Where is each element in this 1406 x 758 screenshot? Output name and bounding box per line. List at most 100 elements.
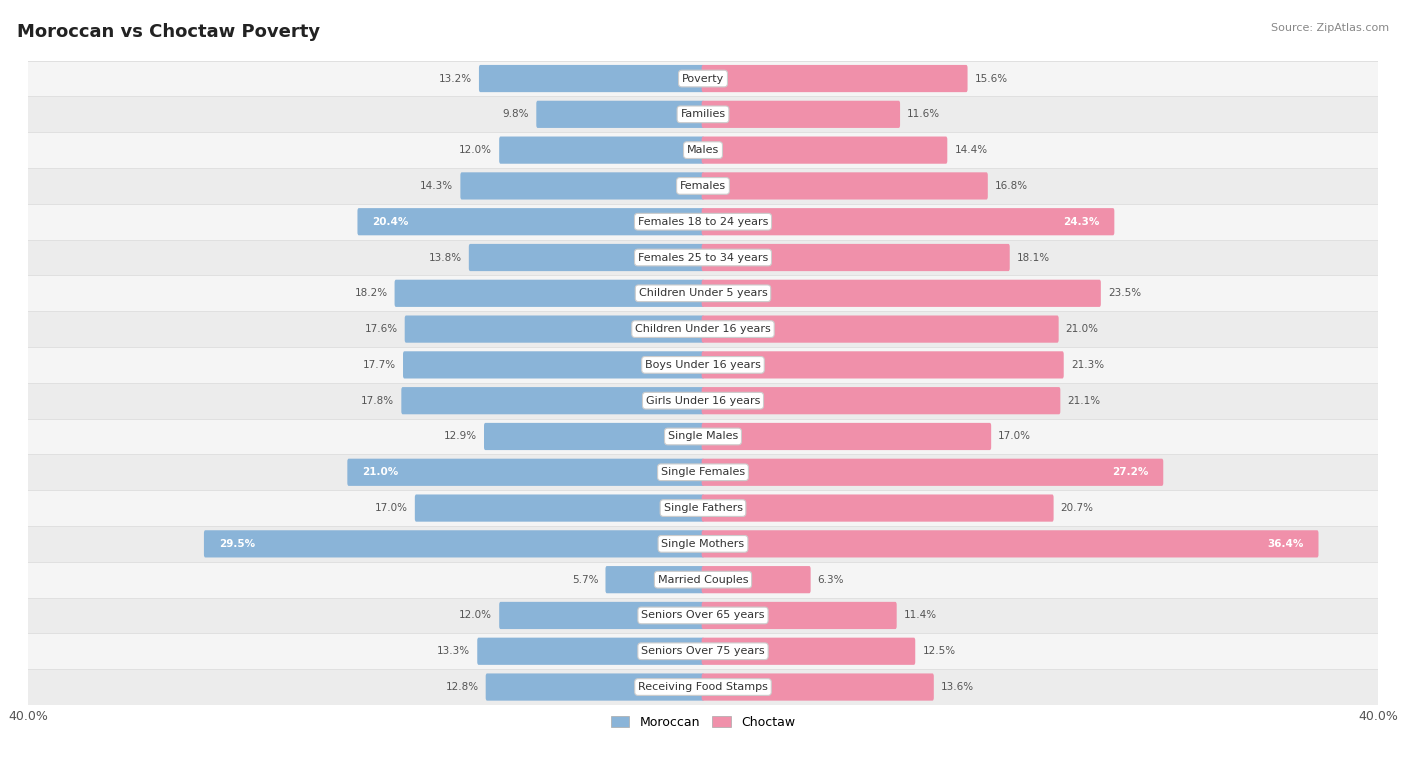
Text: 18.1%: 18.1%	[1017, 252, 1050, 262]
FancyBboxPatch shape	[204, 531, 704, 557]
FancyBboxPatch shape	[702, 673, 934, 700]
Bar	[0, 669, 1406, 705]
Bar	[0, 61, 1406, 96]
Text: 6.3%: 6.3%	[818, 575, 844, 584]
Text: Single Females: Single Females	[661, 467, 745, 478]
Text: 12.5%: 12.5%	[922, 647, 956, 656]
Text: 29.5%: 29.5%	[219, 539, 254, 549]
FancyBboxPatch shape	[484, 423, 704, 450]
Bar	[0, 132, 1406, 168]
Text: Single Fathers: Single Fathers	[664, 503, 742, 513]
Text: Seniors Over 75 years: Seniors Over 75 years	[641, 647, 765, 656]
FancyBboxPatch shape	[702, 602, 897, 629]
Bar	[0, 526, 1406, 562]
Bar	[0, 562, 1406, 597]
Text: 14.3%: 14.3%	[420, 181, 453, 191]
FancyBboxPatch shape	[702, 531, 1319, 557]
Text: 13.6%: 13.6%	[941, 682, 974, 692]
FancyBboxPatch shape	[401, 387, 704, 415]
FancyBboxPatch shape	[702, 387, 1060, 415]
Text: Females 18 to 24 years: Females 18 to 24 years	[638, 217, 768, 227]
FancyBboxPatch shape	[415, 494, 704, 522]
Text: Females 25 to 34 years: Females 25 to 34 years	[638, 252, 768, 262]
FancyBboxPatch shape	[477, 637, 704, 665]
Text: Single Mothers: Single Mothers	[661, 539, 745, 549]
FancyBboxPatch shape	[702, 244, 1010, 271]
Text: Receiving Food Stamps: Receiving Food Stamps	[638, 682, 768, 692]
Text: 36.4%: 36.4%	[1267, 539, 1303, 549]
FancyBboxPatch shape	[702, 172, 988, 199]
Text: 21.3%: 21.3%	[1071, 360, 1104, 370]
Text: 20.7%: 20.7%	[1060, 503, 1094, 513]
Text: 18.2%: 18.2%	[354, 288, 388, 299]
FancyBboxPatch shape	[702, 459, 1163, 486]
Bar	[0, 418, 1406, 454]
Text: Moroccan vs Choctaw Poverty: Moroccan vs Choctaw Poverty	[17, 23, 321, 41]
Bar	[0, 634, 1406, 669]
Text: 21.0%: 21.0%	[363, 467, 398, 478]
Text: 15.6%: 15.6%	[974, 74, 1008, 83]
FancyBboxPatch shape	[702, 280, 1101, 307]
Text: 9.8%: 9.8%	[503, 109, 529, 119]
FancyBboxPatch shape	[499, 602, 704, 629]
FancyBboxPatch shape	[702, 101, 900, 128]
Text: 20.4%: 20.4%	[373, 217, 409, 227]
FancyBboxPatch shape	[485, 673, 704, 700]
FancyBboxPatch shape	[468, 244, 704, 271]
Text: 12.0%: 12.0%	[460, 145, 492, 155]
Bar	[0, 96, 1406, 132]
FancyBboxPatch shape	[702, 315, 1059, 343]
Text: 17.7%: 17.7%	[363, 360, 396, 370]
Bar	[0, 275, 1406, 312]
FancyBboxPatch shape	[405, 315, 704, 343]
FancyBboxPatch shape	[536, 101, 704, 128]
FancyBboxPatch shape	[479, 65, 704, 92]
Text: Families: Families	[681, 109, 725, 119]
Text: 21.1%: 21.1%	[1067, 396, 1101, 406]
FancyBboxPatch shape	[395, 280, 704, 307]
Bar	[0, 490, 1406, 526]
Text: 13.2%: 13.2%	[439, 74, 472, 83]
FancyBboxPatch shape	[702, 351, 1064, 378]
Bar	[0, 204, 1406, 240]
FancyBboxPatch shape	[460, 172, 704, 199]
FancyBboxPatch shape	[702, 136, 948, 164]
FancyBboxPatch shape	[499, 136, 704, 164]
Text: 13.3%: 13.3%	[437, 647, 470, 656]
Bar	[0, 312, 1406, 347]
Text: Females: Females	[681, 181, 725, 191]
Legend: Moroccan, Choctaw: Moroccan, Choctaw	[606, 711, 800, 735]
FancyBboxPatch shape	[702, 494, 1053, 522]
FancyBboxPatch shape	[702, 208, 1115, 235]
FancyBboxPatch shape	[702, 637, 915, 665]
Text: 27.2%: 27.2%	[1112, 467, 1149, 478]
Text: Source: ZipAtlas.com: Source: ZipAtlas.com	[1271, 23, 1389, 33]
Text: 16.8%: 16.8%	[995, 181, 1028, 191]
Text: 21.0%: 21.0%	[1066, 324, 1098, 334]
Text: Children Under 5 years: Children Under 5 years	[638, 288, 768, 299]
FancyBboxPatch shape	[357, 208, 704, 235]
Text: 14.4%: 14.4%	[955, 145, 987, 155]
Text: Children Under 16 years: Children Under 16 years	[636, 324, 770, 334]
FancyBboxPatch shape	[606, 566, 704, 594]
Text: 12.9%: 12.9%	[444, 431, 477, 441]
Text: 13.8%: 13.8%	[429, 252, 461, 262]
Text: 24.3%: 24.3%	[1063, 217, 1099, 227]
Text: Married Couples: Married Couples	[658, 575, 748, 584]
Text: 23.5%: 23.5%	[1108, 288, 1142, 299]
FancyBboxPatch shape	[702, 566, 811, 594]
FancyBboxPatch shape	[702, 65, 967, 92]
Text: Seniors Over 65 years: Seniors Over 65 years	[641, 610, 765, 621]
Text: 11.4%: 11.4%	[904, 610, 936, 621]
FancyBboxPatch shape	[404, 351, 704, 378]
FancyBboxPatch shape	[347, 459, 704, 486]
Text: 12.8%: 12.8%	[446, 682, 478, 692]
Bar	[0, 347, 1406, 383]
Text: 12.0%: 12.0%	[460, 610, 492, 621]
Bar	[0, 383, 1406, 418]
Bar	[0, 168, 1406, 204]
Text: Boys Under 16 years: Boys Under 16 years	[645, 360, 761, 370]
Text: 17.8%: 17.8%	[361, 396, 394, 406]
Text: 11.6%: 11.6%	[907, 109, 941, 119]
Text: 17.6%: 17.6%	[364, 324, 398, 334]
